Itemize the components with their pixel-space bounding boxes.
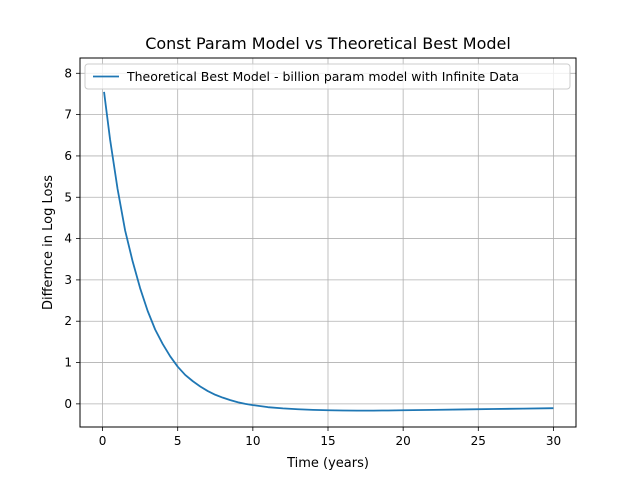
x-tick-label: 0	[99, 434, 107, 448]
x-tick-label: 10	[245, 434, 260, 448]
y-tick-label: 6	[64, 149, 72, 163]
legend: Theoretical Best Model - billion param m…	[84, 63, 571, 90]
y-tick-label: 5	[64, 190, 72, 204]
x-tick-label: 20	[396, 434, 411, 448]
grid-layer	[80, 58, 576, 427]
x-tick-label: 30	[546, 434, 561, 448]
series-line-0	[103, 91, 554, 412]
tick-layer: 0 5 10 15 20 25 30 0 1 2 3 4 5 6 7 8	[64, 66, 561, 448]
chart-title: Const Param Model vs Theoretical Best Mo…	[145, 34, 511, 53]
y-tick-label: 1	[64, 356, 72, 370]
x-tick-label: 5	[174, 434, 182, 448]
legend-box	[84, 63, 571, 90]
series-layer	[103, 91, 554, 412]
y-tick-label: 0	[64, 397, 72, 411]
legend-label-0: Theoretical Best Model - billion param m…	[126, 69, 519, 84]
x-tick-label: 25	[471, 434, 486, 448]
x-axis-label: Time (years)	[286, 456, 369, 471]
y-tick-label: 4	[64, 232, 72, 246]
y-tick-label: 2	[64, 314, 72, 328]
y-tick-label: 8	[64, 66, 72, 80]
y-tick-label: 3	[64, 273, 72, 287]
y-tick-label: 7	[64, 108, 72, 122]
y-axis-label: Differnce in Log Loss	[41, 175, 56, 310]
x-tick-label: 15	[320, 434, 335, 448]
